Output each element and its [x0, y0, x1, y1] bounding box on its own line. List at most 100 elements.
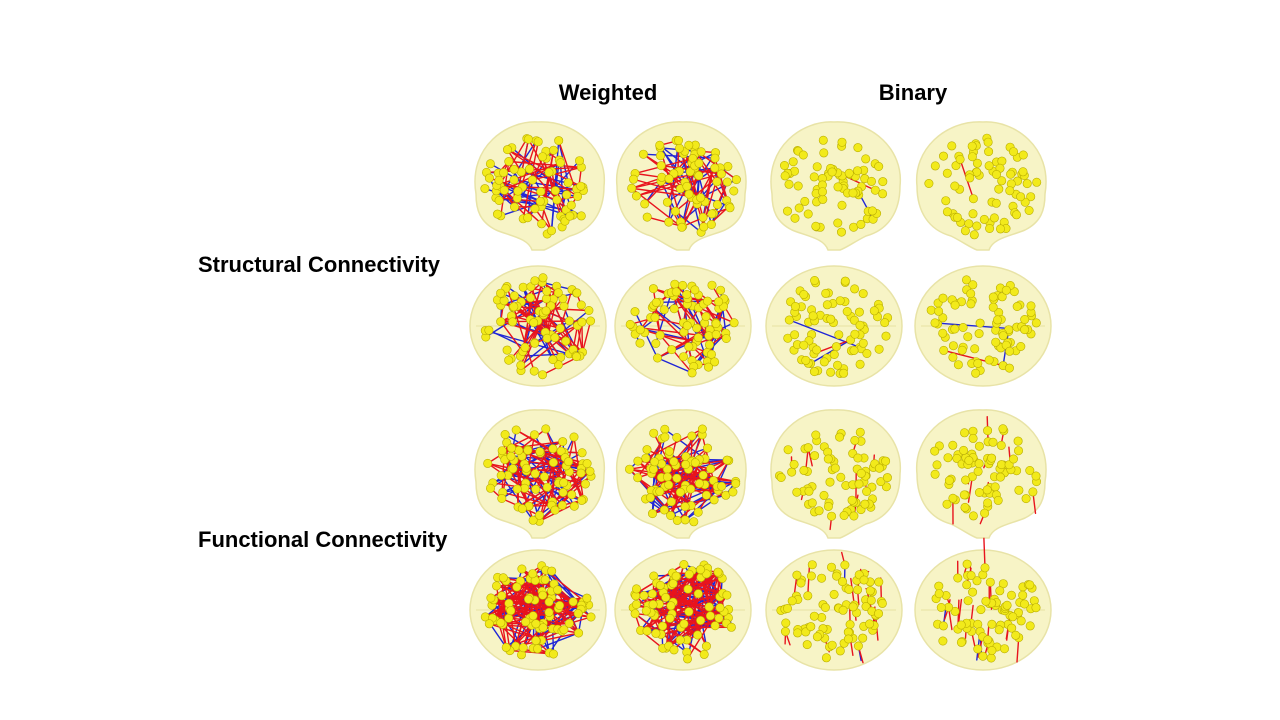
node [698, 212, 708, 222]
structural-weighted-sagittal-right-panel [616, 121, 747, 251]
node [983, 137, 993, 147]
node [684, 607, 694, 617]
node [645, 493, 655, 503]
node [680, 515, 690, 525]
node [652, 353, 662, 363]
node [942, 207, 952, 217]
functional-weighted-axial-right-panel [614, 549, 752, 671]
node [950, 324, 960, 334]
node [819, 148, 829, 158]
node [974, 487, 984, 497]
node [690, 458, 700, 468]
node [849, 315, 859, 325]
node [528, 515, 538, 525]
node [981, 596, 991, 606]
structural-weighted-sagittal-left-panel [474, 121, 605, 251]
node [525, 293, 535, 303]
node [1028, 487, 1038, 497]
node [1026, 192, 1036, 202]
node [699, 649, 709, 659]
node [669, 456, 679, 466]
node [509, 175, 519, 185]
node [939, 345, 949, 355]
node [980, 563, 990, 573]
node [976, 605, 986, 615]
node [997, 292, 1007, 302]
node [953, 573, 963, 583]
node [948, 440, 958, 450]
node [953, 360, 963, 370]
node [832, 360, 842, 370]
node [669, 645, 679, 655]
positive-edge [540, 601, 574, 642]
node [723, 161, 733, 171]
node [710, 163, 720, 173]
node [548, 457, 558, 467]
node [582, 458, 592, 468]
node [694, 478, 704, 488]
node [979, 214, 989, 224]
node [512, 484, 522, 494]
node [518, 282, 528, 292]
node [675, 635, 685, 645]
node [496, 618, 506, 628]
node [555, 600, 565, 610]
node [989, 213, 999, 223]
node [833, 218, 843, 228]
node [492, 209, 502, 219]
node [710, 621, 720, 631]
functional-binary-axial-left-panel [765, 549, 903, 671]
node [878, 177, 888, 187]
node [835, 296, 845, 306]
positive-edge [634, 563, 685, 595]
node [967, 152, 977, 162]
node [576, 468, 586, 478]
positive-edge [517, 449, 520, 508]
node [548, 649, 558, 659]
node [819, 490, 829, 500]
node [988, 437, 998, 447]
node [683, 584, 693, 594]
structural-binary-axial-right-panel [914, 265, 1052, 387]
node [523, 134, 533, 144]
node [538, 273, 548, 283]
node [803, 209, 813, 219]
node [848, 602, 858, 612]
node [491, 581, 501, 591]
node [780, 626, 790, 636]
node [861, 601, 871, 611]
node [849, 345, 859, 355]
node [881, 331, 891, 341]
node [577, 448, 587, 458]
node [1022, 179, 1032, 189]
node [661, 592, 671, 602]
node [550, 186, 560, 196]
node [827, 640, 837, 650]
node [995, 586, 1005, 596]
node [984, 161, 994, 171]
node [536, 187, 546, 197]
node [706, 220, 716, 230]
node [655, 330, 665, 340]
node [670, 279, 680, 289]
node [811, 221, 821, 231]
node [952, 212, 962, 222]
node [809, 172, 819, 182]
node [996, 440, 1006, 450]
node [576, 181, 586, 191]
node [967, 141, 977, 151]
node [818, 194, 828, 204]
node [990, 482, 1000, 492]
node [812, 162, 822, 172]
node [638, 149, 648, 159]
node [836, 227, 846, 237]
node [635, 338, 645, 348]
node [573, 191, 583, 201]
node [792, 570, 802, 580]
node [690, 285, 700, 295]
node [681, 459, 691, 469]
node [837, 137, 847, 147]
node [655, 140, 665, 150]
node [672, 515, 682, 525]
node [648, 284, 658, 294]
